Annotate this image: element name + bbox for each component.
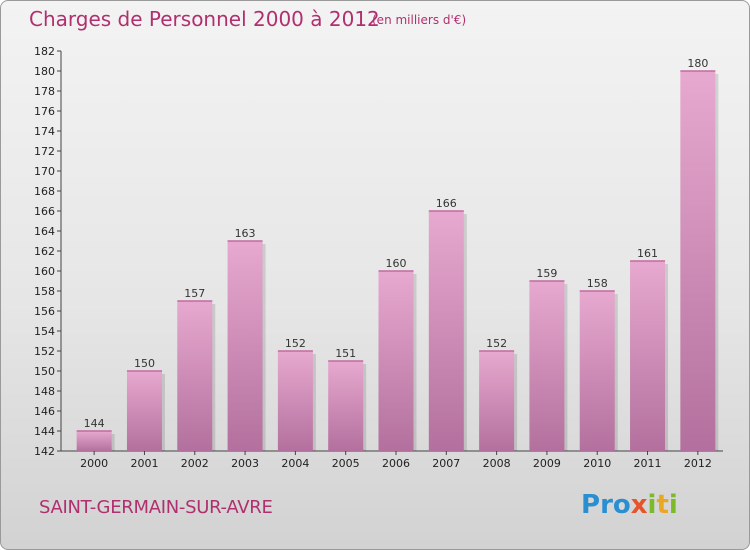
y-tick-label: 170: [34, 165, 55, 178]
value-label: 159: [536, 267, 557, 280]
y-tick-label: 180: [34, 65, 55, 78]
y-tick-label: 176: [34, 105, 55, 118]
y-tick-label: 174: [34, 125, 55, 138]
logo-letter: i: [647, 490, 657, 520]
value-label: 166: [436, 197, 457, 210]
logo-letter: t: [656, 490, 669, 520]
y-tick-label: 146: [34, 405, 55, 418]
x-tick-label: 2003: [231, 457, 259, 470]
value-label: 152: [285, 337, 306, 350]
y-tick-label: 150: [34, 365, 55, 378]
value-label: 161: [637, 247, 658, 260]
y-tick-label: 154: [34, 325, 55, 338]
logo-letter: i: [668, 490, 678, 520]
proxiti-logo: Proxiti: [581, 490, 678, 520]
bar-2008: [479, 351, 515, 451]
bar-2001: [126, 371, 162, 451]
x-tick-label: 2010: [583, 457, 611, 470]
x-tick-label: 2007: [432, 457, 460, 470]
y-tick-label: 158: [34, 285, 55, 298]
y-tick-label: 148: [34, 385, 55, 398]
x-tick-label: 2006: [382, 457, 410, 470]
logo-letter: o: [612, 490, 631, 520]
value-label: 152: [486, 337, 507, 350]
bar-2000: [76, 431, 112, 451]
x-tick-label: 2004: [281, 457, 309, 470]
chart-subtitle: (en milliers d'€): [372, 13, 467, 27]
y-tick-label: 164: [34, 225, 55, 238]
bar-2007: [428, 211, 464, 451]
y-tick-label: 172: [34, 145, 55, 158]
x-tick-label: 2011: [634, 457, 662, 470]
y-tick-label: 166: [34, 205, 55, 218]
x-tick-label: 2012: [684, 457, 712, 470]
value-label: 144: [84, 417, 105, 430]
y-tick-label: 162: [34, 245, 55, 258]
x-tick-label: 2000: [80, 457, 108, 470]
bar-2009: [529, 281, 565, 451]
bar-2010: [579, 291, 615, 451]
y-tick-label: 168: [34, 185, 55, 198]
value-label: 163: [235, 227, 256, 240]
value-label: 157: [184, 287, 205, 300]
bar-2006: [378, 271, 414, 451]
value-label: 158: [587, 277, 608, 290]
bar-2003: [227, 241, 263, 451]
logo-letter: x: [630, 490, 648, 520]
value-label: 180: [687, 57, 708, 70]
logo-letter: P: [581, 490, 601, 520]
y-tick-label: 182: [34, 45, 55, 58]
x-tick-label: 2008: [483, 457, 511, 470]
x-tick-label: 2009: [533, 457, 561, 470]
x-tick-label: 2001: [130, 457, 158, 470]
y-tick-label: 152: [34, 345, 55, 358]
bar-2012: [680, 71, 716, 451]
y-tick-label: 144: [34, 425, 55, 438]
value-label: 151: [335, 347, 356, 360]
y-tick-label: 160: [34, 265, 55, 278]
x-tick-label: 2002: [181, 457, 209, 470]
value-label: 150: [134, 357, 155, 370]
bar-2002: [177, 301, 213, 451]
bar-2004: [277, 351, 313, 451]
bar-2011: [630, 261, 666, 451]
y-tick-label: 156: [34, 305, 55, 318]
y-tick-label: 178: [34, 85, 55, 98]
y-tick-label: 142: [34, 445, 55, 458]
chart-title: Charges de Personnel 2000 à 2012: [29, 7, 380, 31]
commune-name: SAINT-GERMAIN-SUR-AVRE: [39, 497, 273, 518]
logo-letter: r: [600, 490, 613, 520]
x-tick-label: 2005: [332, 457, 360, 470]
bar-2005: [328, 361, 364, 451]
value-label: 160: [386, 257, 407, 270]
